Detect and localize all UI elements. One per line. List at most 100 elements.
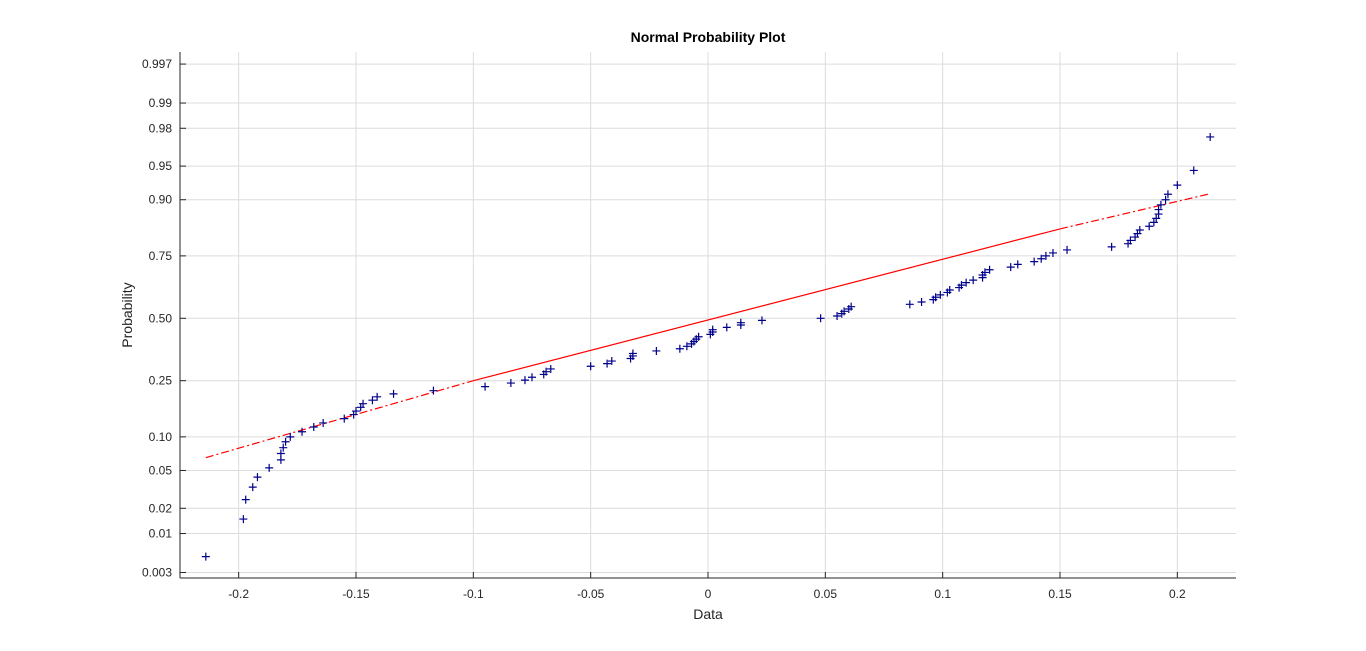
x-tick-label: 0.05	[814, 587, 838, 601]
data-point	[586, 362, 595, 371]
y-tick-label: 0.02	[149, 501, 173, 515]
y-tick-label: 0.99	[149, 96, 173, 110]
data-point	[265, 463, 274, 472]
data-point	[652, 346, 661, 355]
data-point	[722, 323, 731, 332]
data-point	[931, 293, 940, 302]
data-point	[279, 443, 288, 452]
data-point	[1013, 260, 1022, 269]
data-point	[833, 311, 842, 320]
data-point	[945, 286, 954, 295]
data-point	[1152, 214, 1161, 223]
y-axis-label: Probability	[119, 282, 135, 347]
x-tick-label: -0.15	[342, 587, 370, 601]
tick-labels: -0.2 -0.15 -0.1 -0.05 0 0.05 0.1 0.15 0.2 0.003 0.…	[142, 57, 1186, 601]
y-tick-label: 0.997	[142, 57, 172, 71]
data-point	[1154, 205, 1163, 214]
reference-line	[205, 193, 1208, 459]
data-point	[1163, 190, 1172, 199]
data-point	[1145, 222, 1154, 231]
data-point	[352, 407, 360, 416]
data-point	[506, 379, 515, 388]
data-point	[309, 423, 318, 432]
data-point	[1037, 254, 1046, 263]
data-point	[675, 344, 684, 353]
data-point	[757, 316, 766, 325]
fit-line-extrapolated-right	[1059, 193, 1208, 230]
data-point	[286, 432, 295, 441]
data-point	[520, 376, 529, 385]
data-point	[1135, 226, 1144, 235]
data-point	[239, 515, 248, 524]
data-point	[962, 278, 971, 287]
fit-line	[473, 228, 1061, 382]
y-tick-label: 0.90	[149, 193, 173, 207]
data-point	[628, 349, 637, 358]
data-point	[373, 392, 382, 401]
data-point	[481, 382, 490, 391]
y-tick-label: 0.05	[149, 463, 173, 477]
data-point	[936, 290, 945, 299]
x-tick-label: 0.1	[934, 587, 951, 601]
data-point	[607, 357, 616, 366]
data-point	[1107, 242, 1116, 251]
data-point	[847, 302, 856, 311]
y-tick-label: 0.003	[142, 566, 172, 580]
data-point	[694, 332, 703, 341]
data-point	[542, 367, 551, 376]
data-point	[368, 396, 377, 405]
data-point	[905, 300, 914, 309]
x-tick-label: -0.05	[577, 587, 605, 601]
x-tick-label: 0.15	[1048, 587, 1072, 601]
data-point	[1006, 263, 1015, 272]
x-tick-label: -0.2	[228, 587, 249, 601]
data-point	[840, 307, 849, 316]
data-point	[736, 318, 745, 327]
data-point	[969, 276, 978, 285]
data-point	[359, 399, 368, 408]
data-point	[276, 449, 285, 458]
data-point	[1048, 248, 1057, 257]
x-tick-label: 0.2	[1169, 587, 1186, 601]
data-point	[1149, 218, 1158, 227]
data-point	[1156, 200, 1165, 209]
data-point	[389, 389, 398, 398]
data-point	[201, 552, 210, 561]
data-point	[248, 483, 257, 492]
data-point	[546, 364, 555, 373]
y-tick-label: 0.01	[149, 527, 173, 541]
data-point	[1206, 132, 1215, 141]
data-point	[1030, 257, 1039, 266]
data-point	[1189, 166, 1198, 175]
chart-title: Normal Probability Plot	[631, 29, 786, 45]
data-point	[980, 268, 989, 277]
data-point	[917, 297, 926, 306]
y-tick-label: 0.95	[149, 159, 173, 173]
grid	[180, 52, 1236, 578]
data-points	[201, 132, 1215, 561]
y-tick-label: 0.25	[149, 374, 173, 388]
data-point	[1161, 195, 1170, 204]
data-point	[281, 437, 290, 446]
data-point	[1173, 181, 1182, 190]
y-tick-label: 0.10	[149, 430, 173, 444]
data-point	[528, 373, 536, 382]
axes	[179, 52, 1236, 579]
data-point	[319, 418, 328, 427]
x-tick-label: -0.1	[463, 587, 484, 601]
data-point	[253, 473, 262, 482]
data-point	[957, 281, 966, 290]
data-point	[340, 414, 349, 423]
data-point	[429, 386, 438, 395]
y-tick-label: 0.75	[149, 249, 173, 263]
data-point	[1041, 251, 1050, 260]
fit-line-extrapolated-left	[205, 380, 474, 459]
data-point	[298, 427, 307, 436]
data-point	[241, 495, 250, 504]
data-point	[708, 325, 717, 334]
x-tick-label: 0	[705, 587, 712, 601]
data-point	[816, 314, 825, 323]
data-point	[603, 359, 612, 368]
data-point	[1126, 236, 1135, 245]
